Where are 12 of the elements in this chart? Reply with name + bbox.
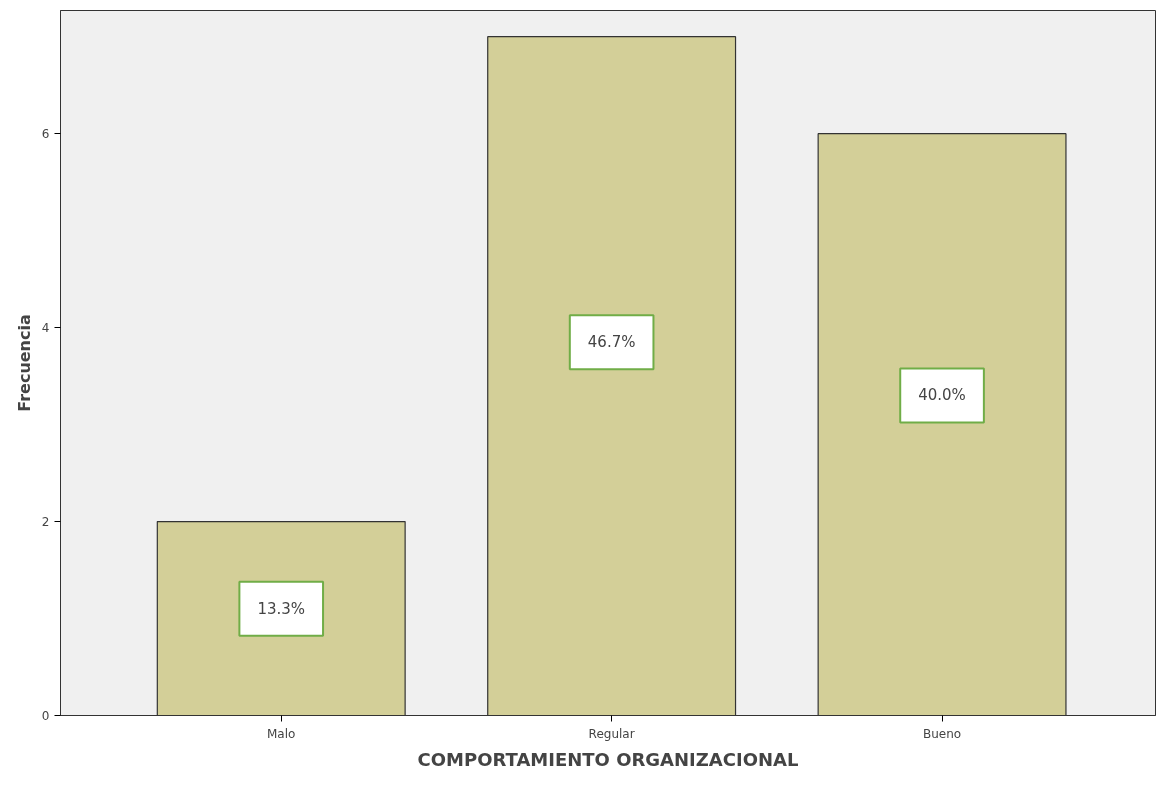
annotation: 13.3% [257,599,306,618]
annotation: 40.0% [918,386,966,405]
x-tick-label: Malo [267,726,296,741]
x-tick-label: Regular [588,726,635,741]
y-axis-title: Frecuencia [14,314,34,412]
y-tick-label: 4 [41,321,50,336]
y-tick-label: 6 [41,127,50,142]
annotation: 46.7% [587,333,636,352]
y-tick-label: 2 [41,515,50,530]
y-tick-label: 0 [41,709,50,723]
x-tick-label: Bueno [922,726,962,741]
x-axis-title: COMPORTAMIENTO ORGANIZACIONAL [417,748,799,770]
